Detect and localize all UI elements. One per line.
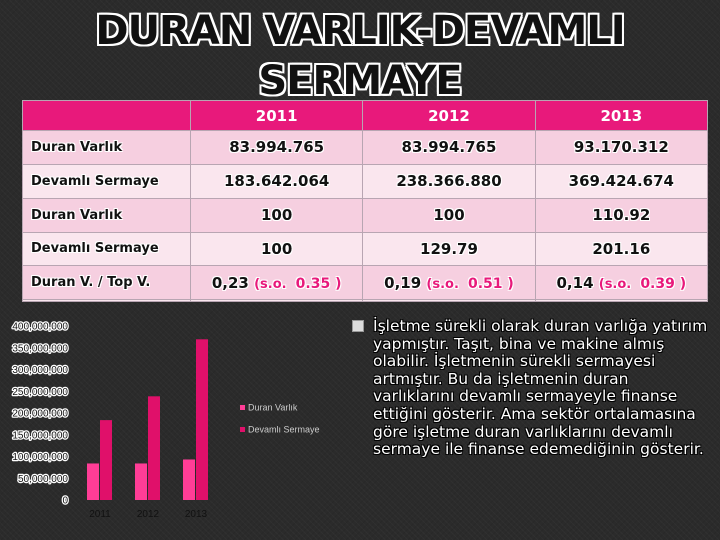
row-label: Devamlı Sermaye <box>22 163 191 199</box>
title-line-1: DURAN VARLIK-DEVAMLI <box>95 8 625 54</box>
y-tick-label: 350,000,000 <box>12 343 68 354</box>
y-tick-label: 50,000,000 <box>18 474 68 485</box>
bar-chart: 0 50,000,000 100,000,000 150,000,000 200,000… <box>11 320 320 520</box>
ratio-value: 0,23 <box>211 273 249 292</box>
y-axis: 0 50,000,000 100,000,000 150,000,000 200,000… <box>11 320 70 508</box>
table-row: Duran Varlık 83.994.765 83.994.765 93.17… <box>22 130 709 165</box>
sector-average: (s.o. 0.51 ) <box>426 275 514 292</box>
chart-bars <box>87 339 208 500</box>
table-row: Devamlı Sermaye 100 129.79 201.16 <box>22 231 709 267</box>
table-row: Devamlı Sermaye 183.642.064 238.366.880 … <box>22 163 709 199</box>
y-tick-label: 0 <box>62 496 68 507</box>
table-cell: 83.994.765 <box>189 130 364 165</box>
header-year: 2013 <box>534 100 709 131</box>
table-cell: 83.994.765 <box>362 130 536 165</box>
header-year: 2011 <box>189 100 364 131</box>
header-year: 2012 <box>362 100 536 131</box>
ratio-value: 0,19 <box>384 273 422 292</box>
sector-value: 0.51 ) <box>467 275 514 292</box>
commentary-text: İşletme sürekli olarak duran varlığa yat… <box>373 317 708 459</box>
empty-cell <box>534 299 709 302</box>
sector-prefix: (s.o. <box>598 276 632 292</box>
sector-prefix: (s.o. <box>426 276 459 292</box>
row-label: Duran V. / Top V. <box>22 265 191 301</box>
legend-label: Duran Varlık <box>248 403 298 413</box>
x-tick-label: 2013 <box>185 509 208 520</box>
row-label: Duran Varlık <box>22 197 191 233</box>
table-cell: 93.170.312 <box>534 130 709 165</box>
table-cell: 183.642.064 <box>189 163 364 199</box>
table-cell: 201.16 <box>534 231 709 267</box>
y-tick-label: 150,000,000 <box>12 430 68 441</box>
table-row-empty <box>22 299 709 302</box>
bar-duran-varlik <box>183 459 195 500</box>
table-header-row: 2011 2012 2013 <box>22 100 709 131</box>
chart-legend: Duran Varlık Devamlı Sermaye <box>240 403 320 435</box>
data-table: 2011 2012 2013 Duran Varlık 83.994.765 8… <box>22 100 709 302</box>
slide-title: DURAN VARLIK-DEVAMLI SERMAYE <box>60 6 660 106</box>
row-label: Duran Varlık <box>22 130 191 165</box>
legend-label: Devamlı Sermaye <box>248 425 320 435</box>
sector-value: 0.39 ) <box>640 275 687 292</box>
legend-swatch <box>240 405 245 410</box>
y-tick-label: 250,000,000 <box>12 387 68 398</box>
table-cell: 369.424.674 <box>534 163 709 199</box>
empty-cell <box>189 299 364 302</box>
y-tick-label: 300,000,000 <box>12 365 68 376</box>
table-cell: 100 <box>362 197 536 233</box>
sector-prefix: (s.o. <box>254 276 287 292</box>
ratio-value: 0,14 <box>556 273 594 292</box>
box-bullet-icon <box>352 320 364 332</box>
table-row: Duran Varlık 100 100 110.92 <box>22 197 709 233</box>
ratio-cell: 0,19 (s.o. 0.51 ) <box>362 265 536 301</box>
empty-cell <box>362 299 536 302</box>
y-tick-label: 400,000,000 <box>12 322 68 333</box>
y-tick-label: 200,000,000 <box>12 409 68 420</box>
bar-duran-varlik <box>135 463 147 500</box>
bar-devamli-sermaye <box>148 396 160 500</box>
title-line-2: SERMAYE <box>258 58 462 104</box>
bar-duran-varlik <box>87 463 99 500</box>
sector-average: (s.o. 0.35 ) <box>254 275 342 292</box>
legend-swatch <box>240 427 245 432</box>
bar-devamli-sermaye <box>100 420 112 500</box>
table-row: Duran V. / Top V. 0,23 (s.o. 0.35 ) 0,19… <box>22 265 709 301</box>
y-tick-label: 100,000,000 <box>12 452 68 463</box>
table-cell: 129.79 <box>362 231 536 267</box>
sector-value: 0.35 ) <box>295 275 342 292</box>
row-label: Devamlı Sermaye <box>22 231 191 267</box>
ratio-cell: 0,23 (s.o. 0.35 ) <box>189 265 364 301</box>
x-tick-label: 2011 <box>89 509 111 520</box>
empty-cell <box>22 299 191 302</box>
header-empty-cell <box>22 100 191 131</box>
table-cell: 100 <box>189 197 364 233</box>
table-cell: 238.366.880 <box>362 163 536 199</box>
sector-average: (s.o. 0.39 ) <box>598 275 687 292</box>
x-axis-labels: 2011 2012 2013 <box>89 509 207 520</box>
table-cell: 100 <box>189 231 364 267</box>
x-tick-label: 2012 <box>137 509 160 520</box>
bar-devamli-sermaye <box>196 339 208 500</box>
ratio-cell: 0,14 (s.o. 0.39 ) <box>534 265 709 301</box>
table-cell: 110.92 <box>534 197 709 233</box>
